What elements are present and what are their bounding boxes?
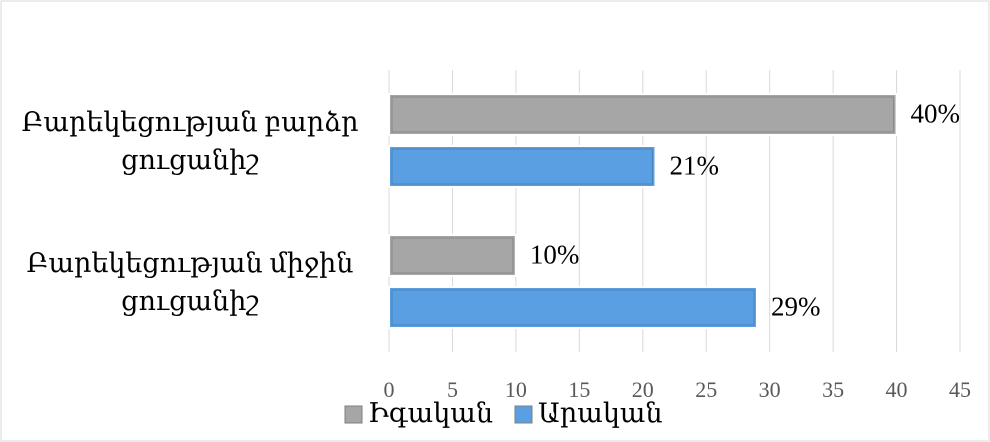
x-tick-label: 5: [447, 377, 458, 402]
x-tick-label: 35: [822, 377, 844, 402]
data-label: 29%: [771, 292, 821, 322]
data-label: 21%: [669, 151, 719, 181]
bar: [388, 93, 898, 136]
x-tick-label: 30: [759, 377, 781, 402]
data-label: 10%: [530, 240, 580, 270]
bar-bevel: [391, 148, 653, 185]
y-tick-label: Բարեկեցության բարձր ցուցանիշ: [21, 106, 359, 175]
x-tick-label: 45: [949, 377, 971, 402]
legend-label: Իգական: [368, 398, 493, 428]
bar-bevel: [391, 96, 895, 133]
bar: [388, 145, 657, 188]
bar: [388, 286, 758, 329]
bar: [388, 234, 517, 277]
x-tick-label: 25: [695, 377, 717, 402]
x-tick-label: 15: [568, 377, 590, 402]
y-tick-label: Բարեկեցության միջին ցուցանիշ: [26, 247, 354, 316]
x-tick-label: 10: [505, 377, 527, 402]
x-tick-label: 40: [886, 377, 908, 402]
bar-bevel: [391, 237, 514, 274]
legend-swatch: [514, 405, 533, 424]
x-tick-label: 0: [384, 377, 395, 402]
legend-swatch: [344, 405, 363, 424]
x-tick-label: 20: [632, 377, 654, 402]
data-label: 40%: [911, 99, 961, 129]
bar-bevel: [391, 289, 755, 326]
legend-label: Արական: [538, 398, 663, 428]
